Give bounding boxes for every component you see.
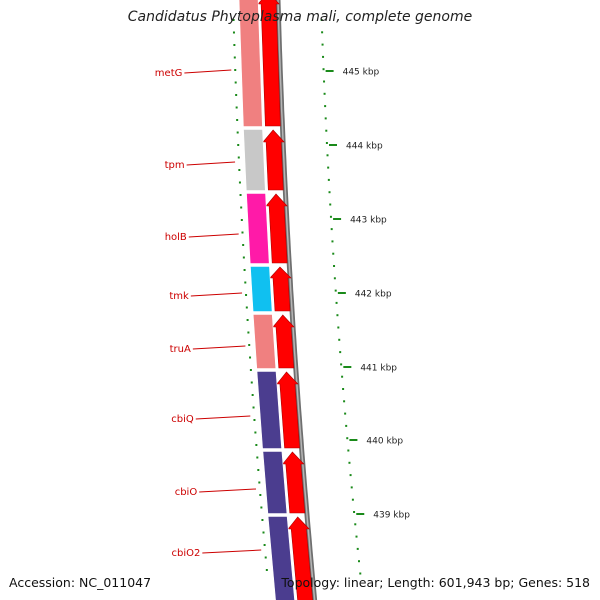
gene-label-metG: metG bbox=[155, 68, 183, 79]
gene-segment-tpm bbox=[243, 129, 266, 191]
scale-label: 440 kbp bbox=[366, 437, 403, 447]
gene-arrow-metG bbox=[257, 0, 281, 127]
scale-label: 445 kbp bbox=[343, 68, 380, 78]
gene-segment-holB bbox=[246, 193, 270, 264]
gene-leader-line bbox=[184, 69, 232, 74]
scale-label: 443 kbp bbox=[350, 216, 387, 226]
gene-segment-cbiO bbox=[262, 451, 288, 514]
gene-label-cbiO2: cbiO2 bbox=[171, 548, 200, 559]
gene-segment-truA bbox=[252, 314, 277, 369]
backbone-highlight bbox=[277, 0, 316, 600]
gene-leader-line bbox=[190, 292, 243, 297]
gene-arrow-holB bbox=[265, 193, 288, 264]
gene-arrow-cbiQ bbox=[276, 371, 300, 449]
scale-label: 441 kbp bbox=[360, 364, 397, 374]
map-title: Candidatus Phytoplasma mali, complete ge… bbox=[127, 9, 473, 25]
scale-label: 444 kbp bbox=[346, 142, 383, 152]
gene-arrow-truA bbox=[272, 314, 295, 369]
gene-arrow-tpm bbox=[262, 129, 285, 191]
gene-label-cbiO: cbiO bbox=[175, 487, 198, 498]
gene-leader-line bbox=[186, 161, 236, 166]
gene-label-cbiQ: cbiQ bbox=[171, 414, 194, 425]
gene-leader-line bbox=[188, 233, 239, 238]
scale-label: 439 kbp bbox=[373, 511, 410, 521]
accession-text: Accession: NC_011047 bbox=[9, 575, 152, 590]
genome-summary-text: Topology: linear; Length: 601,943 bp; Ge… bbox=[281, 575, 590, 590]
gene-arrow-cbiO bbox=[282, 451, 306, 514]
gene-label-tpm: tpm bbox=[165, 160, 185, 171]
gene-labels: metG tpm holB tmk truA cbiQ cbiO cbiO2 bbox=[155, 68, 262, 559]
gene-color-track bbox=[238, 0, 295, 600]
gene-arrow-tmk bbox=[269, 266, 292, 312]
scale-label: 442 kbp bbox=[355, 290, 392, 300]
gene-arrow-track bbox=[257, 0, 313, 600]
gene-leader-line bbox=[202, 549, 262, 554]
gene-leader-line bbox=[195, 415, 251, 420]
gene-segment-metG bbox=[238, 0, 263, 127]
gene-label-holB: holB bbox=[165, 232, 187, 243]
gene-label-truA: truA bbox=[170, 344, 191, 355]
gene-label-tmk: tmk bbox=[169, 291, 189, 302]
gene-leader-line bbox=[192, 345, 246, 350]
scale-ticks: 445 kbp 444 kbp 443 kbp 442 kbp 441 kbp 440 k… bbox=[232, 19, 410, 575]
gene-segment-tmk bbox=[250, 266, 273, 312]
backbone-track bbox=[275, 0, 318, 600]
gene-arrow-cbiO2 bbox=[287, 516, 313, 600]
gene-segment-cbiO2 bbox=[267, 516, 295, 600]
gene-segment-cbiQ bbox=[256, 371, 282, 449]
gene-leader-line bbox=[199, 488, 257, 493]
